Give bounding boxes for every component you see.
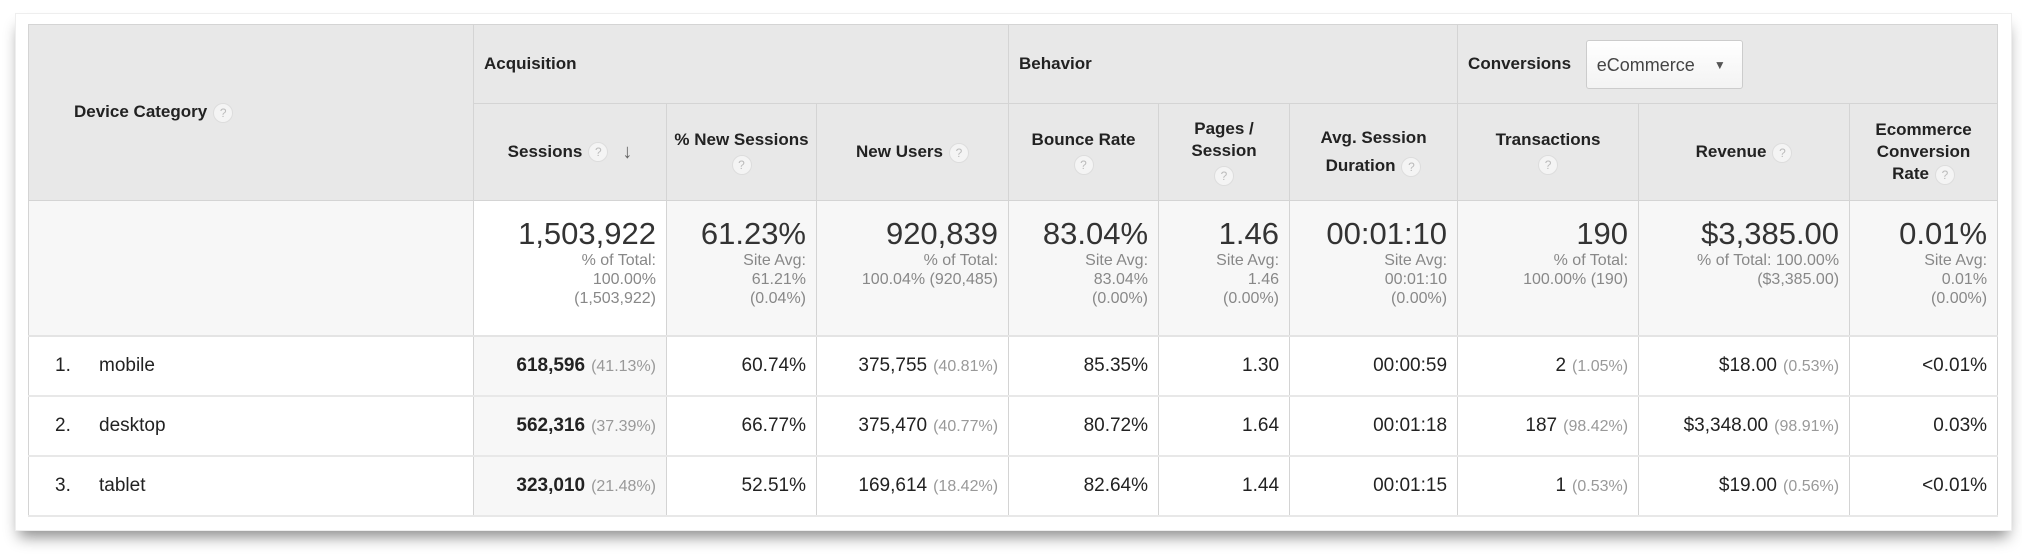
col-label: Avg. Session Duration	[1320, 128, 1427, 175]
col-ecommerce-conversion-rate[interactable]: Ecommerce Conversion Rate?	[1849, 103, 1999, 201]
pages-session-cell: 1.44	[1158, 456, 1291, 517]
sessions-cell: 323,010 (21.48%)	[473, 456, 667, 517]
dimension-header: Device Category?	[28, 24, 474, 201]
pct-new-sessions-cell: 66.77%	[666, 396, 817, 457]
pages-session-cell: 1.30	[1158, 336, 1291, 397]
help-icon[interactable]: ?	[948, 142, 969, 163]
total-transactions: 190% of Total: 100.00% (190)	[1457, 200, 1640, 337]
bounce-rate-cell: 80.72%	[1008, 396, 1160, 457]
device-cell: 1. mobile	[28, 336, 474, 397]
device-category-table: Device Category? Acquisition Behavior Co…	[28, 24, 1999, 517]
revenue-cell: $3,348.00 (98.91%)	[1638, 396, 1851, 457]
help-icon[interactable]: ?	[1401, 156, 1422, 177]
help-icon[interactable]: ?	[1538, 155, 1559, 175]
help-icon[interactable]: ?	[1214, 166, 1235, 186]
device-link[interactable]: desktop	[99, 415, 166, 436]
avg-session-duration-cell: 00:01:18	[1289, 396, 1459, 457]
device-cell: 2. desktop	[28, 396, 474, 457]
device-link[interactable]: mobile	[99, 355, 155, 376]
device-link[interactable]: tablet	[99, 475, 146, 496]
new-users-cell: 169,614 (18.42%)	[815, 456, 1010, 517]
sessions-cell: 562,316 (37.39%)	[473, 396, 667, 457]
total-pct-new-sessions: 61.23% Site Avg: 61.21% (0.04%)	[666, 200, 817, 337]
help-icon[interactable]: ?	[731, 155, 752, 175]
total-avg-session-duration: 00:01:10 Site Avg: 00:01:10 (0.00%)	[1289, 200, 1459, 337]
col-label: Bounce Rate	[1031, 130, 1136, 149]
table-row: 2. desktop 562,316 (37.39%) 66.77% 375,470 (40…	[28, 396, 1999, 457]
col-label: Sessions	[507, 141, 583, 161]
total-pages-session: 1.46 Site Avg: 1.46 (0.00%)	[1158, 200, 1291, 337]
help-icon[interactable]: ?	[1934, 164, 1955, 185]
ecommerce-conversion-rate-cell: 0.03%	[1849, 396, 1999, 457]
col-label: Ecommerce Conversion Rate	[1875, 120, 1972, 183]
conversions-group: Conversions eCommerce ▼	[1457, 24, 1999, 104]
col-avg-session-duration[interactable]: Avg. Session Duration?	[1289, 103, 1459, 201]
ecommerce-conversion-rate-cell: <0.01%	[1849, 336, 1999, 397]
total-sessions: 1,503,922% of Total: 100.00% (1,503,922)	[473, 200, 667, 337]
total-new-users: 920,839% of Total: 100.04% (920,485)	[815, 200, 1010, 337]
pages-session-cell: 1.64	[1158, 396, 1291, 457]
revenue-cell: $19.00 (0.56%)	[1638, 456, 1851, 517]
dimension-label: Device Category	[74, 102, 208, 122]
help-icon[interactable]: ?	[588, 142, 609, 163]
header-group-row: Device Category? Acquisition Behavior Co…	[28, 24, 1999, 201]
col-pct-new-sessions[interactable]: % New Sessions?	[666, 103, 817, 201]
new-users-cell: 375,470 (40.77%)	[815, 396, 1010, 457]
col-transactions[interactable]: Transactions?	[1457, 103, 1640, 201]
col-label: Pages / Session	[1191, 119, 1257, 160]
table-row: 3. tablet 323,010 (21.48%) 52.51% 169,614 (18.…	[28, 456, 1999, 517]
total-bounce-rate: 83.04% Site Avg: 83.04% (0.00%)	[1008, 200, 1160, 337]
help-icon[interactable]: ?	[1073, 155, 1094, 175]
help-icon[interactable]: ?	[213, 102, 234, 123]
avg-session-duration-cell: 00:01:15	[1289, 456, 1459, 517]
conversions-dropdown[interactable]: eCommerce ▼	[1585, 39, 1743, 89]
bounce-rate-cell: 82.64%	[1008, 456, 1160, 517]
table-row: 1. mobile 618,596 (41.13%) 60.74% 375,755 (40.…	[28, 336, 1999, 397]
device-cell: 3. tablet	[28, 456, 474, 517]
caret-down-icon: ▼	[1713, 57, 1726, 72]
totals-row: 1,503,922% of Total: 100.00% (1,503,922) 6…	[28, 200, 1999, 337]
sessions-cell: 618,596 (41.13%)	[473, 336, 667, 397]
col-pages-session[interactable]: Pages / Session?	[1158, 103, 1291, 201]
help-icon[interactable]: ?	[1772, 142, 1793, 163]
avg-session-duration-cell: 00:00:59	[1289, 336, 1459, 397]
new-users-cell: 375,755 (40.81%)	[815, 336, 1010, 397]
bounce-rate-cell: 85.35%	[1008, 336, 1160, 397]
col-sessions[interactable]: Sessions? ↓	[473, 103, 667, 201]
transactions-cell: 1 (0.53%)	[1457, 456, 1640, 517]
row-index: 1.	[55, 355, 71, 376]
total-ecommerce-conversion-rate: 0.01% Site Avg: 0.01% (0.00%)	[1849, 200, 1999, 337]
col-label: % New Sessions	[674, 130, 809, 149]
col-label: Revenue	[1695, 142, 1767, 161]
total-revenue: $3,385.00% of Total: 100.00% ($3,385.00)	[1638, 200, 1851, 337]
row-index: 3.	[55, 475, 71, 496]
transactions-cell: 2 (1.05%)	[1457, 336, 1640, 397]
report-card: Device Category? Acquisition Behavior Co…	[15, 13, 2012, 531]
col-label: Transactions	[1495, 130, 1601, 149]
sort-desc-icon[interactable]: ↓	[622, 141, 633, 164]
col-bounce-rate[interactable]: Bounce Rate?	[1008, 103, 1160, 201]
col-new-users[interactable]: New Users?	[815, 103, 1010, 201]
conversions-label: Conversions	[1468, 53, 1572, 73]
dropdown-value: eCommerce	[1596, 54, 1695, 75]
behavior-group: Behavior	[1008, 24, 1459, 104]
pct-new-sessions-cell: 60.74%	[666, 336, 817, 397]
pct-new-sessions-cell: 52.51%	[666, 456, 817, 517]
col-label: New Users	[856, 142, 943, 161]
ecommerce-conversion-rate-cell: <0.01%	[1849, 456, 1999, 517]
col-revenue[interactable]: Revenue?	[1638, 103, 1851, 201]
revenue-cell: $18.00 (0.53%)	[1638, 336, 1851, 397]
header-column-row: Sessions? ↓ % New Sessions? New Users? Bo…	[29, 103, 1999, 201]
transactions-cell: 187 (98.42%)	[1457, 396, 1640, 457]
acquisition-group: Acquisition	[472, 24, 1010, 104]
row-index: 2.	[55, 415, 71, 436]
totals-empty	[28, 200, 474, 337]
